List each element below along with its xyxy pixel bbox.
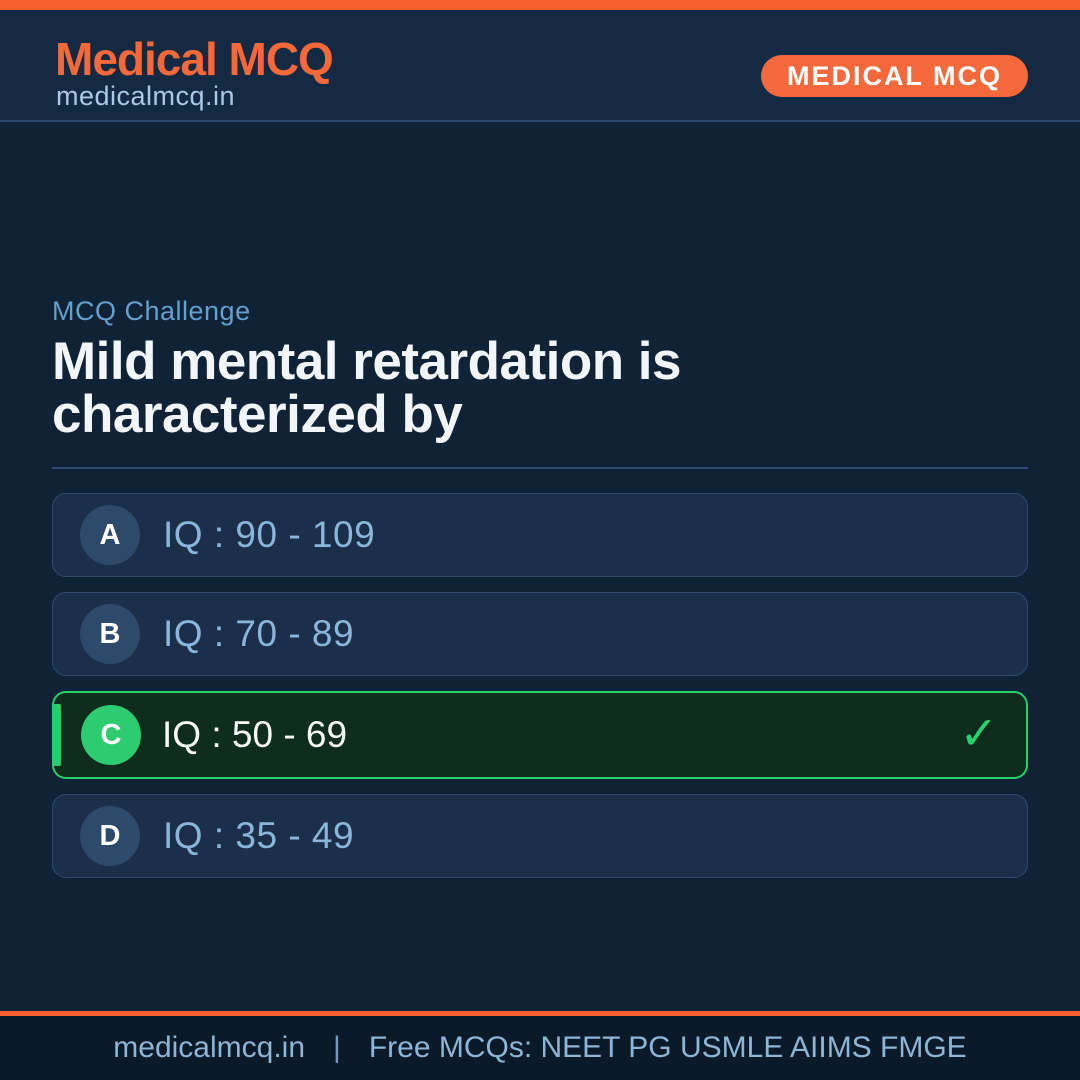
option-b[interactable]: B IQ : 70 - 89 — [52, 592, 1028, 676]
footer-site: medicalmcq.in — [113, 1031, 306, 1064]
question-section: MCQ Challenge Mild mental retardation is… — [52, 122, 1028, 878]
option-d-text: IQ : 35 - 49 — [163, 815, 355, 856]
footer: medicalmcq.in | Free MCQs: NEET PG USMLE… — [0, 1016, 1080, 1080]
option-b-letter-badge: B — [80, 604, 140, 664]
brand-badge: MEDICAL MCQ — [761, 55, 1028, 97]
header: Medical MCQ medicalmcq.in MEDICAL MCQ — [0, 10, 1080, 122]
brand-website: medicalmcq.in — [56, 81, 236, 111]
option-c-letter-badge: C — [81, 705, 141, 765]
option-c-selected-correct[interactable]: C IQ : 50 - 69 ✓ — [52, 691, 1028, 779]
footer-separator: | — [333, 1031, 341, 1064]
footer-accent-bar — [0, 1011, 1080, 1016]
option-d[interactable]: D IQ : 35 - 49 — [52, 794, 1028, 878]
option-b-text: IQ : 70 - 89 — [163, 613, 355, 654]
divider — [52, 467, 1028, 469]
question-title: Mild mental retardation is characterized… — [52, 332, 682, 444]
option-a-letter-badge: A — [80, 505, 140, 565]
brand-logo-text: Medical MCQ — [55, 33, 334, 85]
selected-accent-bar — [53, 704, 61, 766]
top-accent-bar — [0, 0, 1080, 10]
challenge-label: MCQ Challenge — [52, 296, 251, 326]
footer-tagline: Free MCQs: NEET PG USMLE AIIMS FMGE — [368, 1031, 967, 1064]
check-icon: ✓ — [959, 707, 998, 760]
options-list: A IQ : 90 - 109 B IQ : 70 - 89 C IQ : 50… — [52, 493, 1028, 878]
option-c-text: IQ : 50 - 69 — [162, 714, 348, 755]
option-d-letter-badge: D — [80, 806, 140, 866]
option-a-text: IQ : 90 - 109 — [163, 514, 376, 555]
option-a[interactable]: A IQ : 90 - 109 — [52, 493, 1028, 577]
